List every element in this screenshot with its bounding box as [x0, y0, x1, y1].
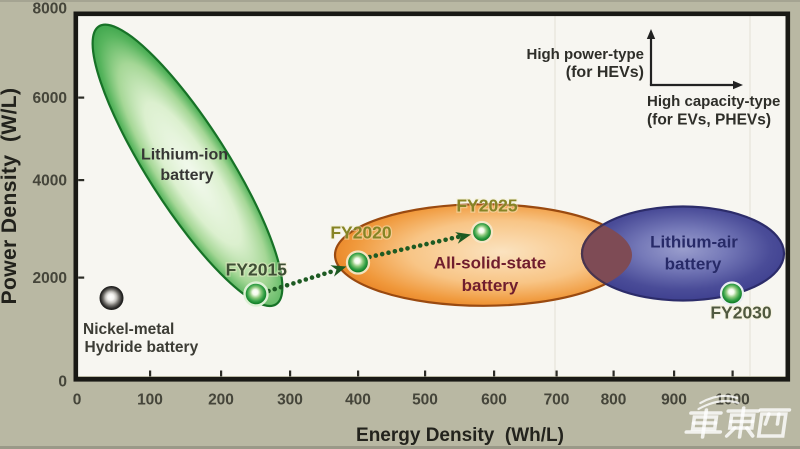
svg-text:FY2020: FY2020: [330, 223, 392, 243]
svg-text:400: 400: [345, 392, 371, 409]
svg-text:0: 0: [73, 392, 82, 409]
svg-text:100: 100: [137, 392, 163, 409]
svg-text:All-solid-state: All-solid-state: [434, 254, 546, 273]
svg-text:8000: 8000: [33, 1, 67, 18]
svg-text:FY2015: FY2015: [226, 260, 288, 280]
svg-text:High power-type: High power-type: [526, 46, 644, 63]
svg-text:Hydride battery: Hydride battery: [85, 339, 199, 356]
svg-text:500: 500: [412, 392, 438, 409]
svg-text:300: 300: [277, 392, 303, 409]
svg-text:Lithium-air: Lithium-air: [650, 233, 738, 252]
svg-text:battery: battery: [462, 276, 519, 295]
svg-text:Energy Density (Wh/L): Energy Density (Wh/L): [356, 425, 564, 446]
svg-text:battery: battery: [665, 255, 722, 274]
svg-text:900: 900: [661, 392, 687, 409]
svg-text:600: 600: [481, 392, 507, 409]
svg-text:0: 0: [58, 374, 67, 391]
svg-text:1000: 1000: [715, 392, 749, 409]
svg-text:Lithium-ion: Lithium-ion: [141, 147, 228, 164]
svg-text:200: 200: [208, 392, 234, 409]
svg-text:Nickel-metal: Nickel-metal: [83, 321, 174, 338]
svg-text:700: 700: [544, 392, 570, 409]
svg-text:800: 800: [601, 392, 627, 409]
svg-text:battery: battery: [160, 167, 213, 184]
svg-text:Power Density (W/L): Power Density (W/L): [0, 88, 21, 305]
svg-text:High capacity-type: High capacity-type: [647, 93, 780, 110]
svg-text:6000: 6000: [33, 90, 67, 107]
svg-text:(for EVs, PHEVs): (for EVs, PHEVs): [647, 112, 771, 129]
svg-text:2000: 2000: [33, 270, 67, 287]
svg-text:(for HEVs): (for HEVs): [566, 64, 644, 81]
svg-text:FY2025: FY2025: [456, 196, 518, 216]
svg-text:FY2030: FY2030: [710, 303, 772, 323]
svg-text:4000: 4000: [33, 173, 67, 190]
